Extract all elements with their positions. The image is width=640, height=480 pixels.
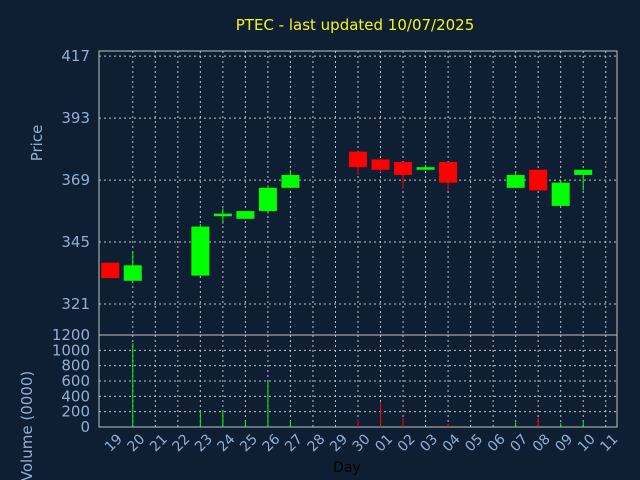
- volume-tick-label: 1200: [52, 326, 90, 344]
- price-tick-label: 369: [61, 171, 90, 189]
- day-tick-label: 22: [170, 431, 194, 455]
- day-tick-label: 21: [147, 431, 171, 455]
- candle-body: [258, 187, 277, 212]
- candle-body: [574, 169, 593, 175]
- candle-body: [371, 159, 390, 170]
- day-tick-label: 04: [440, 431, 464, 455]
- candle-body: [394, 162, 413, 175]
- price-tick-label: 393: [61, 109, 90, 127]
- day-tick-label: 28: [305, 431, 329, 455]
- day-tick-label: 20: [124, 431, 148, 455]
- day-tick-label: 25: [237, 431, 261, 455]
- candle-body: [236, 211, 255, 219]
- day-tick-label: 02: [395, 431, 419, 455]
- volume-tick-label: 1000: [52, 341, 90, 359]
- price-tick-label: 321: [61, 295, 90, 313]
- day-tick-label: 23: [192, 431, 216, 455]
- candle-body: [349, 151, 367, 168]
- price-tick-label: 417: [61, 47, 90, 65]
- day-tick-label: 09: [552, 431, 576, 455]
- volume-tick-label: 200: [61, 403, 90, 421]
- candle-body: [191, 226, 210, 276]
- day-tick-label: 07: [507, 431, 531, 455]
- day-tick-label: 03: [417, 431, 441, 455]
- day-tick-label: 19: [102, 431, 126, 455]
- day-tick-label: 11: [597, 431, 621, 455]
- candle-body: [213, 213, 232, 217]
- day-tick-label: 26: [260, 431, 284, 455]
- day-tick-label: 01: [372, 431, 396, 455]
- price-tick-label: 345: [61, 233, 90, 251]
- volume-tick-label: 800: [61, 357, 90, 375]
- day-tick-label: 08: [530, 431, 554, 455]
- price-axis-label: Price: [28, 125, 46, 162]
- candle-body: [439, 162, 458, 183]
- day-tick-label: 30: [350, 431, 374, 455]
- day-tick-label: 27: [282, 431, 306, 455]
- day-axis-label: Day: [333, 460, 361, 476]
- volume-tick-label: 400: [61, 387, 90, 405]
- day-tick-label: 05: [462, 431, 486, 455]
- day-tick-label: 29: [327, 431, 351, 455]
- candle-body: [529, 169, 548, 191]
- volume-tick-label: 0: [80, 418, 90, 436]
- candle-body: [281, 174, 300, 188]
- day-tick-label: 06: [485, 431, 509, 455]
- candle-body: [416, 167, 435, 170]
- chart-title: PTEC - last updated 10/07/2025: [236, 16, 475, 34]
- volume-tick-label: 600: [61, 372, 90, 390]
- candle-body: [551, 182, 570, 206]
- candle-body: [506, 174, 525, 188]
- volume-axis-label: Volume (0000): [18, 371, 36, 480]
- candles-group: [101, 151, 593, 281]
- day-tick-label: 24: [215, 431, 239, 455]
- candle-body: [101, 262, 120, 279]
- day-tick-label: 10: [575, 431, 599, 455]
- candle-body: [123, 265, 142, 281]
